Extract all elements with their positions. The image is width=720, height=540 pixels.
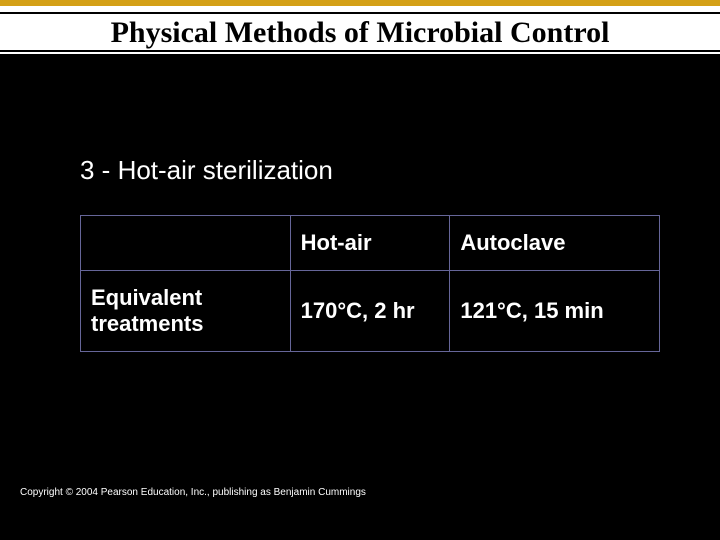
treatments-table: Hot-air Autoclave Equivalent treatments … [80, 215, 660, 352]
table-cell: 170°C, 2 hr [290, 271, 450, 352]
table-header-cell: Autoclave [450, 216, 660, 271]
title-rule-bottom [0, 50, 720, 52]
title-band: Physical Methods of Microbial Control [0, 6, 720, 54]
copyright-text: Copyright © 2004 Pearson Education, Inc.… [20, 487, 366, 498]
page-title: Physical Methods of Microbial Control [0, 16, 720, 50]
table-cell: Equivalent treatments [81, 271, 291, 352]
title-rule-top [0, 12, 720, 14]
table-cell: 121°C, 15 min [450, 271, 660, 352]
table-header-cell: Hot-air [290, 216, 450, 271]
section-heading: 3 - Hot-air sterilization [80, 155, 333, 186]
table-row: Equivalent treatments 170°C, 2 hr 121°C,… [81, 271, 660, 352]
table-header-row: Hot-air Autoclave [81, 216, 660, 271]
table-header-cell [81, 216, 291, 271]
